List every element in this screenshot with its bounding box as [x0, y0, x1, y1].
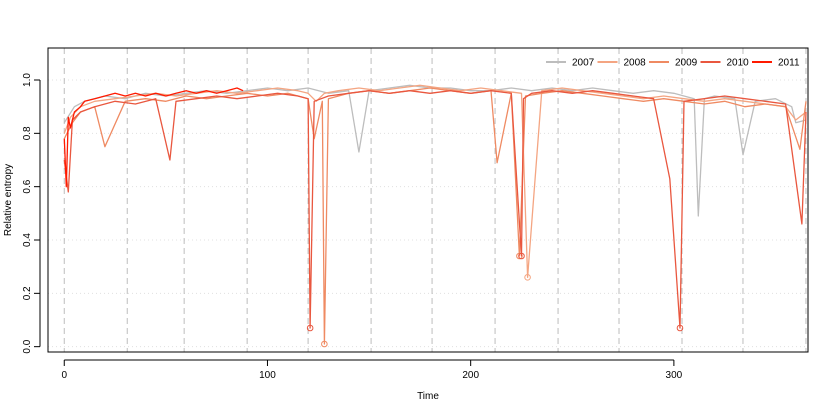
- legend-entry-2009: 2009: [649, 58, 698, 69]
- series-layer: [63, 84, 807, 348]
- series-2011: [63, 87, 244, 188]
- series-2009: [63, 87, 807, 348]
- outlier-marker: [676, 324, 684, 332]
- x-axis-title: Time: [417, 391, 439, 402]
- legend: 2007 2008 2009 2010 2011: [546, 58, 800, 69]
- x-tick-label: 300: [666, 370, 683, 381]
- x-tick-label: 200: [462, 370, 479, 381]
- legend-label: 2010: [727, 58, 750, 69]
- legend-label: 2011: [778, 58, 800, 69]
- legend-label: 2009: [675, 58, 698, 69]
- outlier-marker: [321, 340, 328, 348]
- outlier-marker: [516, 252, 523, 260]
- outlier-marker: [306, 324, 314, 332]
- series-line-2008: [63, 84, 807, 278]
- y-tick-label: 0.8: [22, 126, 33, 140]
- series-line-2010: [63, 90, 807, 329]
- legend-entry-2011: 2011: [752, 58, 800, 69]
- series-line-2009: [63, 87, 807, 345]
- y-tick-label: 0.0: [22, 339, 33, 353]
- legend-entry-2007: 2007: [546, 58, 595, 69]
- x-tick-label: 0: [61, 370, 67, 381]
- x-tick-label: 100: [259, 370, 276, 381]
- y-tick-label: 0.6: [22, 179, 33, 193]
- outlier-marker: [524, 274, 531, 281]
- series-2008: [63, 84, 807, 281]
- y-axis-title: Relative entropy: [3, 164, 14, 236]
- y-tick-label: 0.4: [22, 233, 33, 247]
- legend-label: 2007: [572, 58, 595, 69]
- legend-entry-2008: 2008: [597, 58, 647, 69]
- legend-entry-2010: 2010: [700, 58, 750, 69]
- y-axis: 0.0 0.2 0.4 0.6 0.8 1.0: [22, 73, 41, 354]
- legend-label: 2008: [624, 58, 647, 69]
- x-axis: 0 100 200 300: [61, 359, 683, 381]
- outlier-marker: [518, 252, 525, 260]
- y-tick-label: 0.2: [22, 286, 33, 300]
- y-tick-label: 1.0: [22, 73, 33, 87]
- plot-border: [47, 47, 809, 353]
- series-line-2011: [63, 87, 244, 188]
- series-2010: [63, 90, 807, 332]
